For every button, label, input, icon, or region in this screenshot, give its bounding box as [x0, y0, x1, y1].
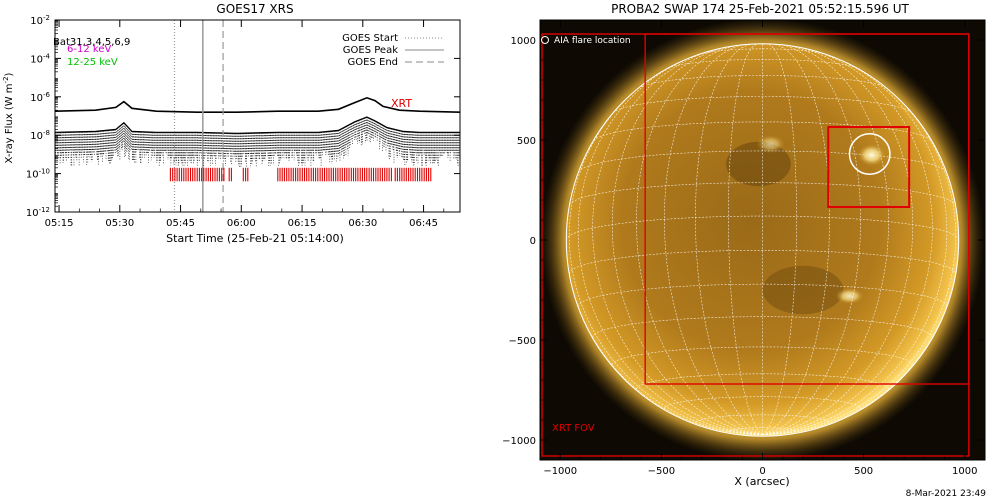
img-y-tick-label: 1000 — [511, 36, 536, 47]
img-y-tick-label: −500 — [509, 336, 536, 347]
aia-flare-location-marker — [848, 133, 891, 175]
x-tick-label: 06:00 — [227, 218, 256, 229]
y-tick-label: 10-10 — [26, 168, 50, 181]
lightcurve-xlabel: Start Time (25-Feb-21 05:14:00) — [166, 232, 344, 245]
xrt-fov-box — [644, 33, 970, 385]
longitude-line — [762, 43, 830, 435]
y-tick-label: 10-4 — [30, 52, 50, 65]
latitude-line — [637, 75, 888, 89]
series-line-12-25-kev — [55, 116, 460, 134]
lightcurve-ylabel: X-ray Flux (W m-2) — [2, 72, 15, 163]
longitude-line — [636, 45, 763, 435]
xrt-coverage-ticks — [169, 167, 432, 182]
lightcurve-frame — [54, 19, 461, 213]
longitude-line — [577, 55, 763, 435]
legend-right: GOES Start GOES Peak GOES End — [342, 33, 444, 68]
aia-legend-label: AIA flare location — [554, 36, 631, 46]
swap-image-title: PROBA2 SWAP 174 25-Feb-2021 05:52:15.596… — [611, 2, 909, 16]
xrt-fov-boxes — [541, 33, 970, 457]
longitude-line — [762, 55, 948, 435]
latitude-line — [593, 121, 932, 141]
longitude-line — [762, 46, 914, 435]
legend-goes-end: GOES End — [348, 57, 398, 68]
longitude-line — [611, 46, 763, 435]
img-x-tick-label: 1000 — [952, 466, 977, 477]
xrt-fov-label: XRT FOV — [552, 423, 595, 434]
longitude-line — [762, 79, 957, 435]
img-x-tick-label: −500 — [648, 466, 675, 477]
legend-12-25-kev: 12-25 keV — [67, 57, 118, 68]
y-tick-label: 10-6 — [30, 91, 50, 104]
noise-band — [55, 117, 460, 167]
swap-image-panel: PROBA2 SWAP 174 25-Feb-2021 05:52:15.596… — [502, 2, 986, 499]
image-x-ticks: −1000 −500 0 500 1000 — [539, 20, 986, 477]
legend-goes-peak: GOES Peak — [343, 45, 398, 56]
y-axis-ticks: 10-12 10-10 10-8 10-6 10-4 10-2 — [26, 14, 460, 219]
longitude-line — [695, 43, 763, 435]
img-x-tick-label: −1000 — [543, 466, 577, 477]
goes-lightcurve-panel: GOES17 XRS 10-12 10-10 10-8 10-6 10-4 10-2 05… — [2, 2, 461, 245]
longitude-line — [762, 43, 797, 435]
img-x-tick-label: 0 — [759, 466, 765, 477]
img-x-tick-label: 500 — [854, 466, 873, 477]
legend-left: Bat31,3,4,5,6,9 6-12 keV 12-25 keV — [53, 37, 130, 68]
aia-legend-symbol — [541, 36, 549, 44]
x-tick-label: 05:15 — [45, 218, 74, 229]
img-y-tick-label: 0 — [530, 236, 536, 247]
longitude-line — [592, 48, 763, 435]
y-tick-label: 10-8 — [30, 129, 50, 142]
lightcurve-series — [55, 96, 460, 134]
x-axis-ticks: 05:15 05:30 05:45 06:00 06:15 06:30 06:45 — [45, 20, 445, 229]
legend-bat-label: Bat31,3,4,5,6,9 — [53, 37, 130, 48]
longitude-line — [728, 43, 763, 435]
img-y-tick-label: −1000 — [502, 436, 536, 447]
longitude-line — [762, 48, 933, 435]
latitude-line — [612, 96, 913, 114]
xrt-curve-label: XRT — [391, 97, 412, 110]
x-tick-label: 06:30 — [348, 218, 377, 229]
footer-timestamp: 8-Mar-2021 23:49 — [906, 489, 987, 499]
y-tick-label: 10-12 — [26, 206, 50, 219]
image-y-ticks: −1000 −500 0 500 1000 — [502, 19, 985, 461]
x-tick-label: 06:15 — [288, 218, 317, 229]
legend-goes-start: GOES Start — [342, 33, 398, 44]
longitude-line — [664, 44, 763, 435]
legend-6-12-kev: 6-12 keV — [67, 44, 111, 55]
longitude-line — [762, 44, 861, 435]
solar-limb — [565, 43, 960, 437]
image-xlabel: X (arcsec) — [734, 475, 789, 488]
lightcurve-plot-area — [55, 20, 460, 212]
latitude-line — [611, 346, 914, 366]
goes-chart-title: GOES17 XRS — [216, 2, 293, 16]
y-tick-label: 10-2 — [30, 14, 50, 27]
series-line-xrt — [55, 96, 460, 113]
x-tick-label: 05:45 — [166, 218, 195, 229]
longitude-line — [568, 79, 763, 435]
x-tick-label: 05:30 — [105, 218, 134, 229]
longitude-line — [762, 45, 889, 435]
img-y-tick-label: 500 — [517, 136, 536, 147]
xrt-fov-box — [827, 126, 911, 208]
solar-disk — [566, 43, 959, 437]
latitude-line — [699, 48, 826, 55]
goes-time-markers — [173, 20, 224, 212]
flare-brightening — [857, 143, 886, 167]
x-tick-label: 06:45 — [409, 218, 438, 229]
